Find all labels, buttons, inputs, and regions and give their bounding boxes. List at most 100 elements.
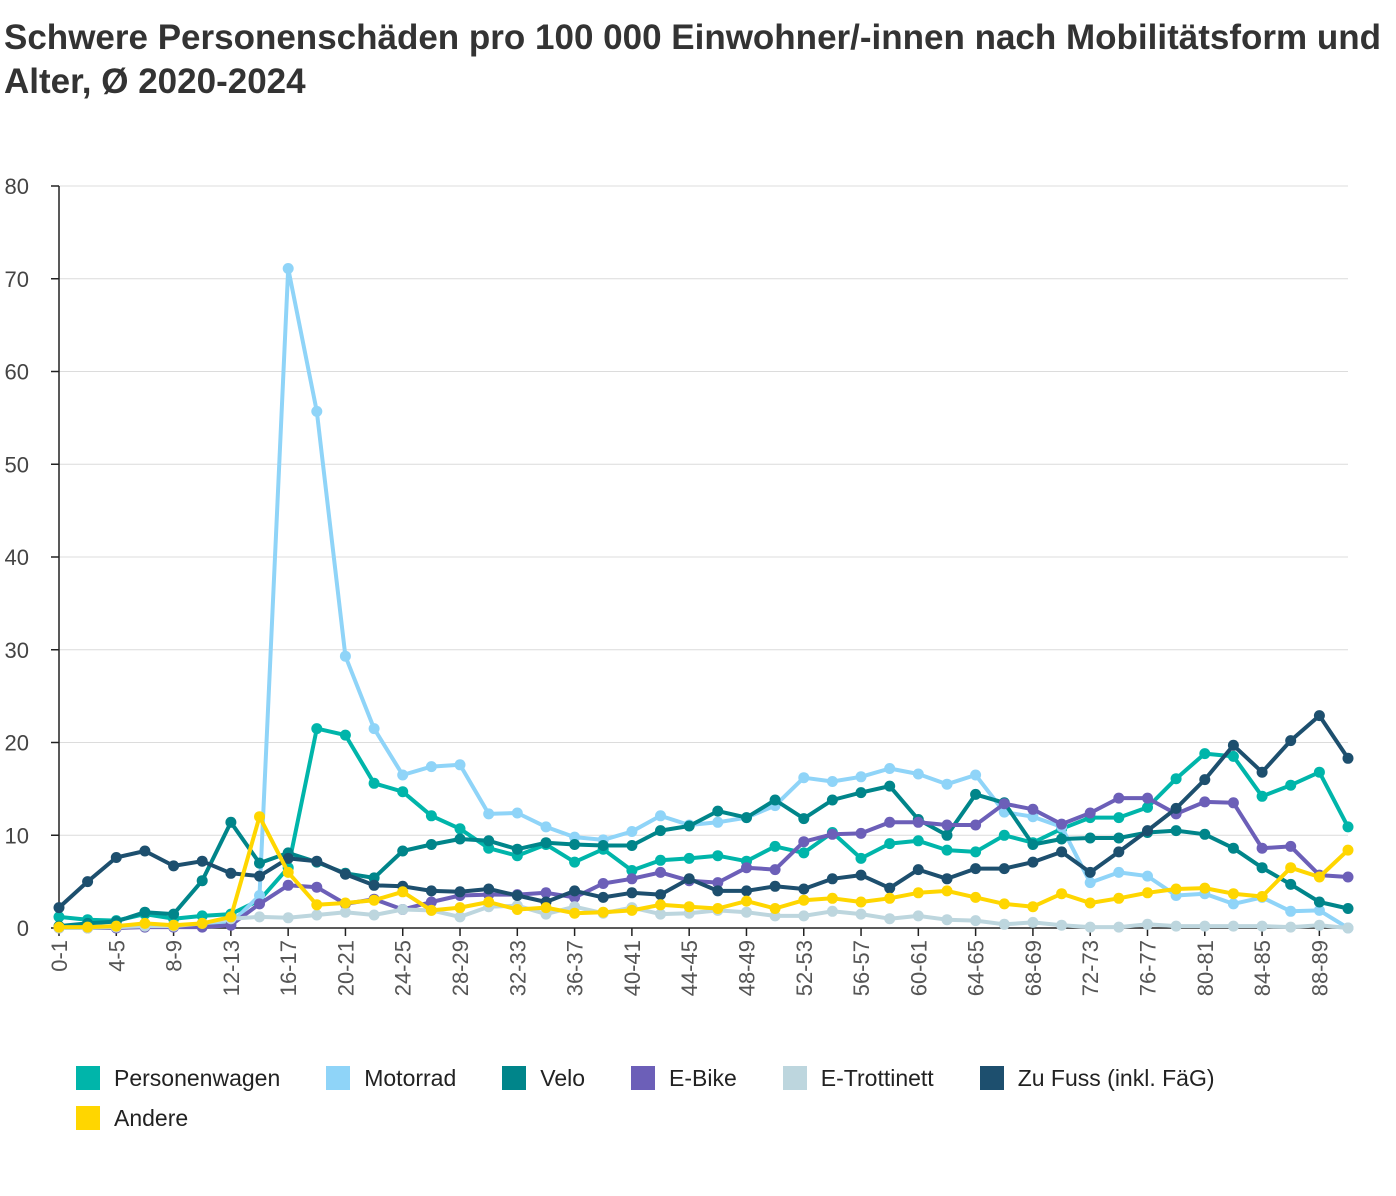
data-point[interactable] <box>798 772 810 784</box>
data-point[interactable] <box>712 816 724 828</box>
data-point[interactable] <box>941 873 953 885</box>
data-point[interactable] <box>855 827 867 839</box>
data-point[interactable] <box>1084 897 1096 909</box>
data-point[interactable] <box>1227 797 1239 809</box>
data-point[interactable] <box>1227 898 1239 910</box>
data-point[interactable] <box>998 829 1010 841</box>
data-point[interactable] <box>712 805 724 817</box>
data-point[interactable] <box>655 825 666 837</box>
data-point[interactable] <box>511 904 523 915</box>
data-point[interactable] <box>53 911 65 923</box>
data-point[interactable] <box>1285 921 1297 933</box>
data-point[interactable] <box>597 878 609 889</box>
data-point[interactable] <box>1142 918 1153 930</box>
data-point[interactable] <box>454 823 466 835</box>
legend-item-personenwagen[interactable]: Personenwagen <box>76 1065 280 1092</box>
data-point[interactable] <box>826 873 838 885</box>
data-point[interactable] <box>970 891 982 903</box>
data-point[interactable] <box>626 840 638 851</box>
data-point[interactable] <box>397 845 409 857</box>
data-point[interactable] <box>655 899 666 911</box>
data-point[interactable] <box>110 852 122 863</box>
data-point[interactable] <box>970 846 982 858</box>
legend-item-e-bike[interactable]: E-Bike <box>631 1065 737 1092</box>
data-point[interactable] <box>540 821 552 833</box>
data-point[interactable] <box>53 921 65 933</box>
data-point[interactable] <box>225 911 237 923</box>
data-point[interactable] <box>855 908 867 920</box>
data-point[interactable] <box>1084 921 1096 933</box>
data-point[interactable] <box>998 898 1010 910</box>
data-point[interactable] <box>339 897 351 909</box>
data-point[interactable] <box>425 761 437 773</box>
data-point[interactable] <box>941 914 953 926</box>
data-point[interactable] <box>225 867 237 879</box>
legend-item-zu-fuss[interactable]: Zu Fuss (inkl. FäG) <box>979 1065 1215 1092</box>
data-point[interactable] <box>1313 710 1325 722</box>
data-point[interactable] <box>970 863 982 875</box>
data-point[interactable] <box>483 883 495 895</box>
data-point[interactable] <box>1199 920 1211 932</box>
data-point[interactable] <box>1342 821 1354 833</box>
data-point[interactable] <box>597 891 609 903</box>
data-point[interactable] <box>1256 790 1268 802</box>
data-point[interactable] <box>1285 735 1297 747</box>
data-point[interactable] <box>826 892 838 904</box>
data-point[interactable] <box>855 852 867 864</box>
data-point[interactable] <box>741 906 752 918</box>
data-point[interactable] <box>254 857 265 869</box>
data-point[interactable] <box>798 894 810 906</box>
data-point[interactable] <box>168 919 180 931</box>
data-point[interactable] <box>712 903 724 914</box>
data-point[interactable] <box>855 896 867 908</box>
data-point[interactable] <box>368 777 380 789</box>
data-point[interactable] <box>311 723 323 735</box>
data-point[interactable] <box>626 826 638 837</box>
data-point[interactable] <box>425 839 437 850</box>
data-point[interactable] <box>311 855 323 867</box>
data-point[interactable] <box>1113 832 1125 844</box>
data-point[interactable] <box>1285 779 1297 791</box>
data-point[interactable] <box>282 866 294 878</box>
data-point[interactable] <box>1256 920 1268 932</box>
data-point[interactable] <box>569 885 581 897</box>
data-point[interactable] <box>1056 888 1068 900</box>
data-point[interactable] <box>941 819 953 831</box>
data-point[interactable] <box>569 839 581 850</box>
data-point[interactable] <box>970 769 982 781</box>
data-point[interactable] <box>368 723 380 735</box>
data-point[interactable] <box>311 899 323 911</box>
data-point[interactable] <box>855 869 867 881</box>
data-point[interactable] <box>912 816 924 828</box>
data-point[interactable] <box>1199 774 1211 786</box>
data-point[interactable] <box>712 850 724 862</box>
data-point[interactable] <box>1027 839 1039 850</box>
data-point[interactable] <box>826 905 838 917</box>
data-point[interactable] <box>1256 766 1268 778</box>
data-point[interactable] <box>1256 842 1268 854</box>
data-point[interactable] <box>683 820 695 832</box>
data-point[interactable] <box>53 902 65 914</box>
data-point[interactable] <box>1084 807 1096 819</box>
data-point[interactable] <box>626 873 638 885</box>
data-point[interactable] <box>741 895 752 907</box>
data-point[interactable] <box>139 845 151 857</box>
data-point[interactable] <box>1342 922 1354 934</box>
data-point[interactable] <box>196 875 208 887</box>
data-point[interactable] <box>683 901 695 913</box>
data-point[interactable] <box>254 811 265 823</box>
data-point[interactable] <box>1113 792 1125 804</box>
data-point[interactable] <box>798 836 810 848</box>
data-point[interactable] <box>884 816 896 828</box>
data-point[interactable] <box>540 887 552 899</box>
data-point[interactable] <box>970 819 982 831</box>
data-point[interactable] <box>282 852 294 864</box>
data-point[interactable] <box>826 794 838 806</box>
data-point[interactable] <box>254 870 265 882</box>
data-point[interactable] <box>712 885 724 897</box>
data-point[interactable] <box>1056 818 1068 830</box>
data-point[interactable] <box>1199 748 1211 760</box>
data-point[interactable] <box>225 816 237 828</box>
data-point[interactable] <box>998 798 1010 810</box>
data-point[interactable] <box>1142 887 1153 899</box>
